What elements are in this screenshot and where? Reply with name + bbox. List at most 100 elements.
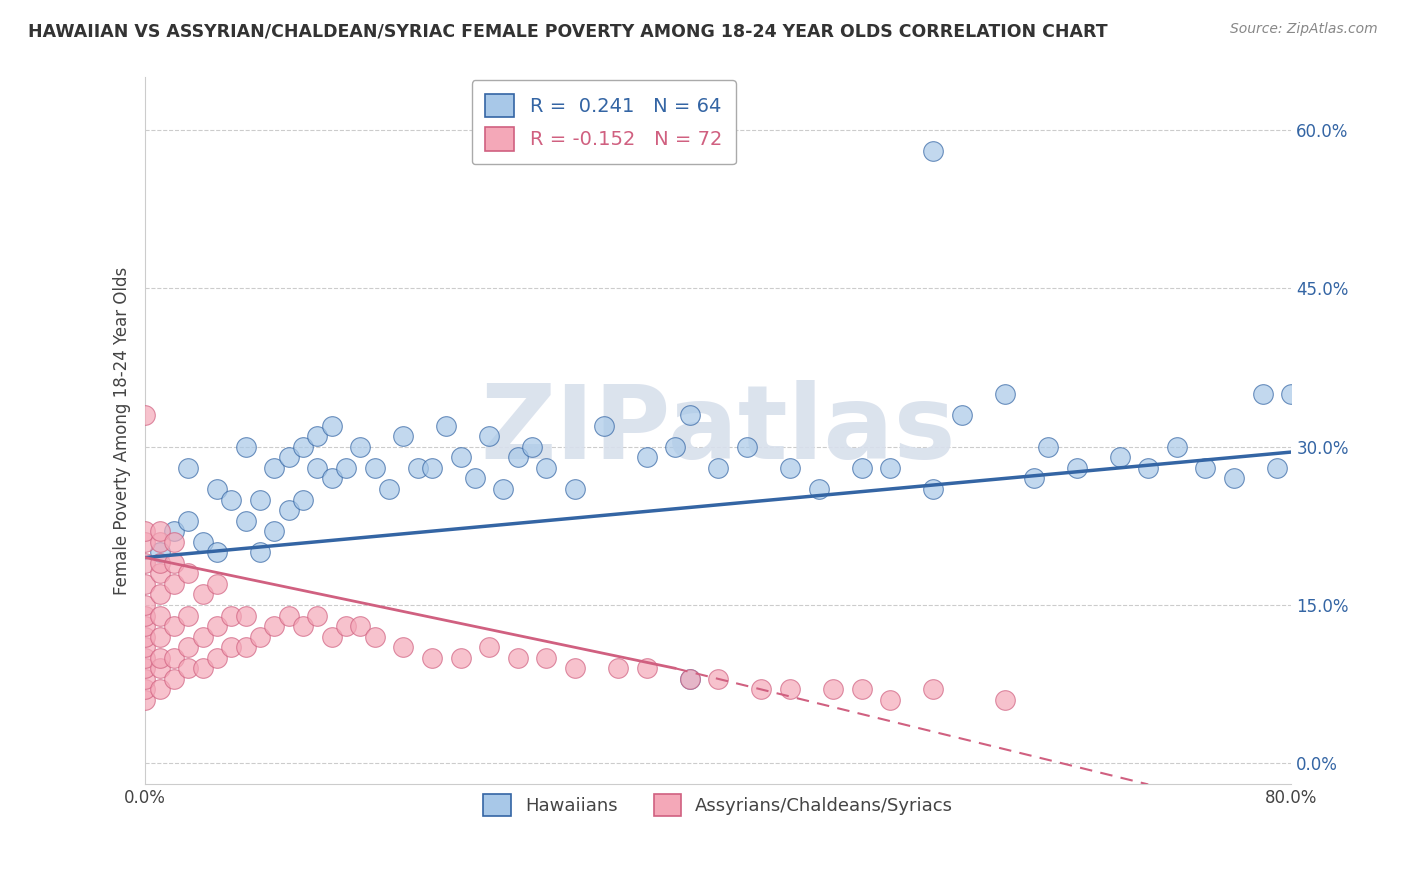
Point bbox=[679, 672, 702, 686]
Point bbox=[450, 450, 472, 465]
Point bbox=[177, 566, 200, 581]
Point bbox=[134, 682, 156, 697]
Point bbox=[922, 145, 945, 159]
Point bbox=[922, 682, 945, 697]
Point bbox=[277, 503, 299, 517]
Point bbox=[177, 608, 200, 623]
Point bbox=[636, 450, 658, 465]
Point bbox=[134, 577, 156, 591]
Point bbox=[235, 640, 257, 655]
Point bbox=[478, 640, 501, 655]
Point bbox=[249, 492, 271, 507]
Point bbox=[1194, 461, 1216, 475]
Point bbox=[536, 461, 558, 475]
Point bbox=[149, 524, 172, 538]
Point bbox=[191, 587, 214, 601]
Point bbox=[163, 556, 186, 570]
Point bbox=[263, 461, 285, 475]
Point bbox=[807, 482, 830, 496]
Point bbox=[879, 461, 901, 475]
Point bbox=[134, 598, 156, 612]
Point bbox=[851, 682, 873, 697]
Point bbox=[291, 492, 314, 507]
Point bbox=[191, 630, 214, 644]
Point bbox=[321, 418, 343, 433]
Point bbox=[1265, 461, 1288, 475]
Point bbox=[735, 440, 758, 454]
Point bbox=[177, 661, 200, 675]
Point bbox=[994, 387, 1017, 401]
Point bbox=[177, 514, 200, 528]
Point bbox=[163, 577, 186, 591]
Point bbox=[406, 461, 429, 475]
Point bbox=[392, 640, 415, 655]
Point bbox=[636, 661, 658, 675]
Y-axis label: Female Poverty Among 18-24 Year Olds: Female Poverty Among 18-24 Year Olds bbox=[114, 267, 131, 595]
Point bbox=[478, 429, 501, 443]
Point bbox=[134, 640, 156, 655]
Point bbox=[1281, 387, 1303, 401]
Point bbox=[335, 461, 357, 475]
Point bbox=[291, 440, 314, 454]
Legend: Hawaiians, Assyrians/Chaldeans/Syriacs: Hawaiians, Assyrians/Chaldeans/Syriacs bbox=[474, 785, 962, 825]
Point bbox=[994, 693, 1017, 707]
Point bbox=[249, 545, 271, 559]
Point bbox=[679, 672, 702, 686]
Point bbox=[205, 650, 228, 665]
Point bbox=[191, 534, 214, 549]
Point bbox=[163, 524, 186, 538]
Point bbox=[378, 482, 401, 496]
Point bbox=[1108, 450, 1130, 465]
Point bbox=[134, 693, 156, 707]
Point bbox=[607, 661, 630, 675]
Point bbox=[950, 408, 973, 422]
Point bbox=[149, 556, 172, 570]
Point bbox=[321, 630, 343, 644]
Point bbox=[450, 650, 472, 665]
Point bbox=[205, 577, 228, 591]
Point bbox=[149, 545, 172, 559]
Point bbox=[851, 461, 873, 475]
Point bbox=[1223, 471, 1246, 485]
Point bbox=[219, 608, 242, 623]
Point bbox=[321, 471, 343, 485]
Point bbox=[277, 450, 299, 465]
Point bbox=[149, 587, 172, 601]
Point bbox=[1066, 461, 1088, 475]
Point bbox=[664, 440, 686, 454]
Point bbox=[564, 482, 586, 496]
Point bbox=[149, 630, 172, 644]
Point bbox=[363, 630, 385, 644]
Point bbox=[879, 693, 901, 707]
Point bbox=[1166, 440, 1188, 454]
Point bbox=[163, 650, 186, 665]
Point bbox=[363, 461, 385, 475]
Point bbox=[149, 566, 172, 581]
Point bbox=[163, 534, 186, 549]
Point bbox=[291, 619, 314, 633]
Point bbox=[536, 650, 558, 665]
Point bbox=[349, 619, 371, 633]
Point bbox=[592, 418, 614, 433]
Point bbox=[149, 661, 172, 675]
Point bbox=[349, 440, 371, 454]
Point bbox=[506, 650, 529, 665]
Point bbox=[219, 492, 242, 507]
Point bbox=[707, 672, 730, 686]
Point bbox=[235, 514, 257, 528]
Point bbox=[307, 429, 329, 443]
Point bbox=[392, 429, 415, 443]
Point bbox=[434, 418, 457, 433]
Point bbox=[307, 608, 329, 623]
Point bbox=[177, 461, 200, 475]
Point bbox=[1022, 471, 1045, 485]
Point bbox=[134, 650, 156, 665]
Point bbox=[219, 640, 242, 655]
Point bbox=[177, 640, 200, 655]
Point bbox=[679, 408, 702, 422]
Point bbox=[779, 461, 801, 475]
Point bbox=[134, 661, 156, 675]
Point bbox=[420, 650, 443, 665]
Point bbox=[205, 545, 228, 559]
Point bbox=[149, 534, 172, 549]
